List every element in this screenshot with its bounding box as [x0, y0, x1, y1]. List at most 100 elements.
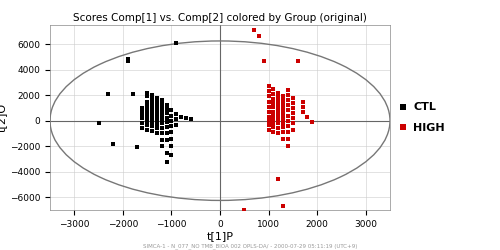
Point	[148, 105, 156, 109]
Point	[284, 144, 292, 148]
Point	[260, 59, 268, 63]
Point	[284, 124, 292, 128]
Point	[289, 111, 297, 115]
Point	[138, 126, 146, 130]
Point	[168, 124, 175, 128]
Point	[279, 125, 287, 129]
Point	[270, 97, 278, 101]
Point	[148, 120, 156, 124]
Point	[168, 119, 175, 123]
Point	[270, 87, 278, 91]
Point	[289, 116, 297, 120]
Point	[298, 100, 306, 103]
Y-axis label: t[2]O: t[2]O	[0, 103, 7, 132]
Point	[284, 93, 292, 97]
Point	[162, 107, 170, 111]
Point	[264, 94, 272, 98]
Point	[294, 59, 302, 63]
Point	[264, 105, 272, 109]
Point	[279, 118, 287, 122]
X-axis label: t[1]P: t[1]P	[206, 232, 234, 241]
Point	[153, 96, 161, 100]
Point	[148, 124, 156, 128]
Point	[138, 121, 146, 125]
Point	[138, 108, 146, 112]
Title: Scores Comp[1] vs. Comp[2] colored by Group (original): Scores Comp[1] vs. Comp[2] colored by Gr…	[73, 13, 367, 23]
Point	[143, 128, 151, 132]
Point	[143, 119, 151, 123]
Point	[162, 132, 170, 136]
Point	[308, 120, 316, 124]
Point	[168, 108, 175, 112]
Point	[298, 105, 306, 109]
Point	[177, 115, 185, 119]
Point	[153, 111, 161, 115]
Point	[270, 125, 278, 129]
Point	[153, 100, 161, 103]
Point	[158, 132, 166, 136]
Point	[153, 119, 161, 123]
Point	[279, 106, 287, 110]
Point	[274, 90, 282, 94]
Point	[289, 96, 297, 100]
Text: SIMCA-1 - N_077_NO TMB_BIOA 002 OPLS-DA/ - 2000-07-29 05:11:19 (UTC+9): SIMCA-1 - N_077_NO TMB_BIOA 002 OPLS-DA/…	[143, 243, 357, 249]
Point	[158, 118, 166, 122]
Point	[138, 116, 146, 120]
Point	[279, 136, 287, 140]
Point	[270, 92, 278, 96]
Point	[279, 204, 287, 208]
Point	[274, 98, 282, 102]
Point	[158, 138, 166, 142]
Point	[158, 106, 166, 110]
Point	[148, 108, 156, 112]
Point	[148, 116, 156, 120]
Point	[153, 122, 161, 126]
Point	[168, 130, 175, 134]
Point	[279, 121, 287, 125]
Point	[240, 208, 248, 212]
Point	[109, 142, 117, 146]
Point	[162, 150, 170, 154]
Point	[148, 112, 156, 116]
Point	[143, 115, 151, 119]
Point	[284, 88, 292, 92]
Point	[143, 100, 151, 103]
Point	[162, 116, 170, 120]
Point	[158, 144, 166, 148]
Point	[172, 118, 180, 122]
Point	[264, 89, 272, 93]
Point	[270, 118, 278, 122]
Point	[168, 114, 175, 117]
Point	[274, 132, 282, 136]
Point	[289, 101, 297, 105]
Point	[284, 98, 292, 102]
Point	[148, 93, 156, 97]
Point	[279, 130, 287, 134]
Point	[168, 144, 175, 148]
Point	[298, 110, 306, 114]
Point	[168, 136, 175, 140]
Point	[104, 92, 112, 96]
Point	[172, 112, 180, 116]
Point	[148, 97, 156, 101]
Point	[162, 104, 170, 108]
Point	[274, 114, 282, 117]
Point	[264, 84, 272, 88]
Point	[148, 101, 156, 105]
Point	[143, 104, 151, 108]
Point	[143, 94, 151, 98]
Point	[270, 121, 278, 125]
Point	[250, 28, 258, 32]
Point	[153, 107, 161, 111]
Point	[289, 121, 297, 125]
Point	[158, 121, 166, 125]
Point	[264, 100, 272, 103]
Point	[153, 132, 161, 136]
Point	[274, 118, 282, 122]
Legend: CTL, HIGH: CTL, HIGH	[399, 102, 445, 132]
Point	[168, 153, 175, 157]
Point	[289, 106, 297, 110]
Point	[162, 138, 170, 142]
Point	[162, 111, 170, 115]
Point	[270, 101, 278, 105]
